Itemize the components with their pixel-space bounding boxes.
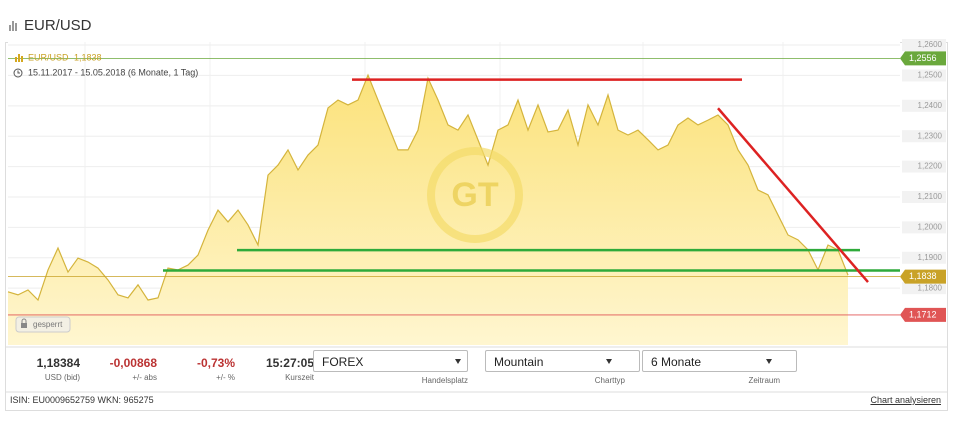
line [7, 73, 849, 302]
y-tick-box [902, 282, 946, 295]
y-tick-label: 1,1900 [918, 253, 943, 262]
y-tick-box [902, 99, 946, 112]
price-marker-label: 1,1712 [909, 309, 937, 319]
y-tick-box [902, 39, 946, 52]
y-tick-label: 1,2600 [918, 40, 943, 49]
y-tick-box [902, 221, 946, 234]
select-label: Charttyp [594, 376, 625, 385]
y-tick-box [902, 190, 946, 203]
select[interactable]: Mountain [485, 350, 640, 372]
quote: 1,18384 USD (bid) [10, 356, 80, 382]
y-tick-label: 1,2400 [918, 101, 943, 110]
lock-label: gesperrt [33, 320, 63, 329]
legend-name: EUR/USD [28, 52, 69, 62]
price-marker-label: 1,2556 [909, 53, 937, 63]
y-tick-box [902, 160, 946, 173]
watermark-text: GT [451, 176, 498, 214]
title-icon [9, 21, 17, 31]
page-title: EUR/USD [24, 17, 92, 34]
subtitle: 15.11.2017 - 15.05.2018 (6 Monate, 1 Tag… [28, 67, 198, 77]
quote-label: USD (bid) [44, 373, 80, 382]
select-arrows [455, 359, 772, 364]
y-tick-label: 1,2100 [918, 192, 943, 201]
y-tick-label: 1,2500 [918, 71, 943, 80]
quote-value: 1,18384 [36, 356, 80, 370]
legend-value: 1,1838 [74, 52, 102, 62]
quote-label: +/- abs [132, 373, 157, 382]
y-tick-box [902, 251, 946, 264]
select[interactable]: FOREX [313, 350, 468, 372]
y-tick-label: 1,2300 [918, 131, 943, 140]
area [8, 75, 848, 346]
quote: -0,73% +/- % [165, 356, 235, 382]
watermark [427, 147, 523, 243]
quote-label: +/- % [216, 373, 235, 382]
y-tick-label: 1,1800 [918, 283, 943, 292]
quote: 15:27:05 Kurszeit [240, 356, 314, 382]
quote-value: 15:27:05 [265, 356, 314, 370]
select-label: Handelsplatz [421, 376, 468, 385]
price-marker [900, 51, 946, 66]
y-tick-label: 1,2000 [918, 222, 943, 231]
lock-badge: gesperrt [15, 316, 71, 333]
y-tick-label: 1,2200 [918, 162, 943, 171]
select-label: Zeitraum [748, 376, 780, 385]
trend-line [717, 107, 869, 283]
price-marker [900, 269, 946, 284]
select[interactable]: 6 Monate [642, 350, 797, 372]
quote-value: -0,00868 [109, 356, 157, 370]
quote-label: Kurszeit [285, 373, 314, 382]
y-tick-box [902, 130, 946, 143]
legend: EUR/USD 1,1838 15.11.2017 - 15.05.2018 (… [13, 52, 198, 78]
y-tick-box [902, 69, 946, 82]
footer-link[interactable]: Chart analysieren [870, 395, 941, 405]
quote-value: -0,73% [196, 356, 235, 370]
price-marker [900, 307, 946, 322]
footer-ids: ISIN: EU0009652759 WKN: 965275 [10, 395, 154, 405]
price-marker-label: 1,1838 [909, 271, 937, 281]
quote: -0,00868 +/- abs [85, 356, 157, 382]
